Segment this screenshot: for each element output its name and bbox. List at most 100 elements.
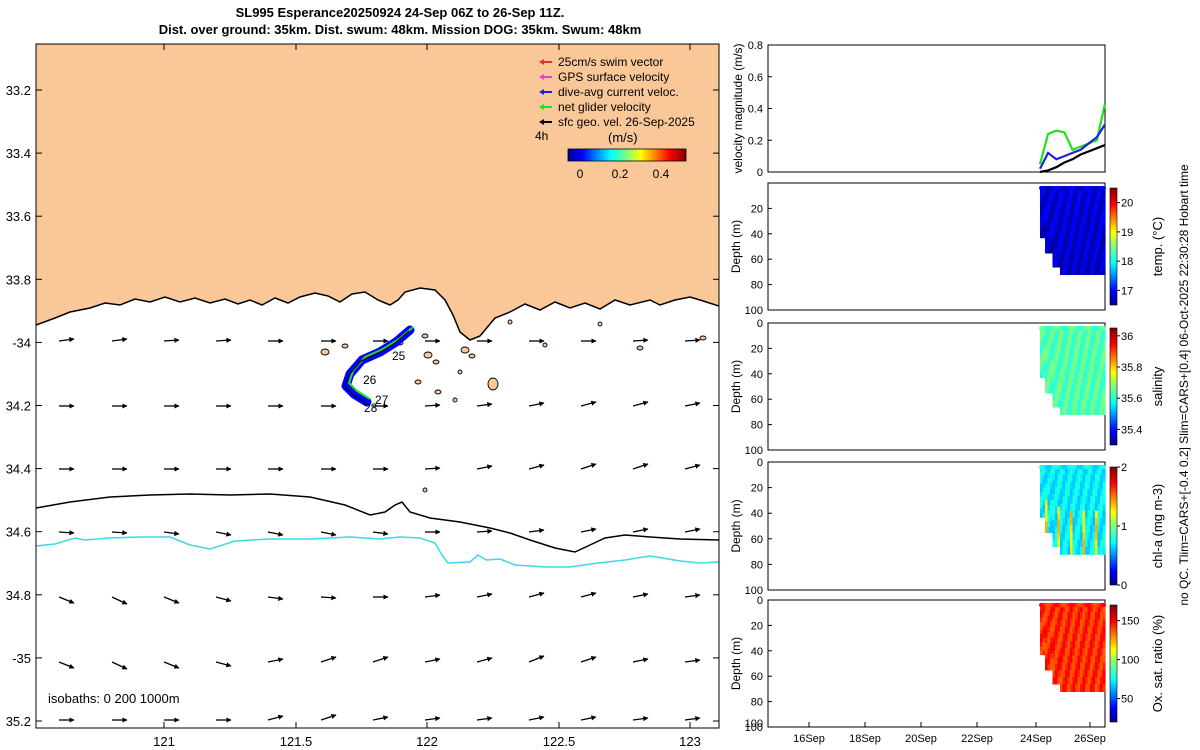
heatmap-cell [1052,194,1056,202]
heatmap-cell [1095,400,1099,408]
heatmap-cell [1045,333,1049,340]
heatmap-cell [1085,677,1089,685]
heatmap-cell [1055,637,1059,646]
heatmap-cell [1062,474,1066,483]
heatmap-cell [1067,488,1071,497]
island [452,397,458,403]
heatmap-cell [1082,474,1086,483]
heatmap-cell [1065,349,1069,358]
heatmap-cell [1097,633,1101,642]
heatmap-cell [1070,392,1074,401]
velocity-arrow [267,531,284,537]
heatmap-cell [1090,517,1094,526]
heatmap-cell [1050,488,1054,495]
heatmap-cell [1085,655,1089,664]
heatmap-cell [1045,349,1049,356]
heatmap-cell [1087,188,1091,196]
heatmap-cell [1072,605,1076,613]
heatmap-cell [1047,467,1051,474]
heatmap-cell [1082,633,1086,642]
heatmap-cell [1042,340,1046,346]
heatmap-cell [1042,504,1046,510]
heatmap-cell [1045,472,1049,479]
heatmap-cell [1062,496,1066,504]
heatmap-cell [1082,260,1086,268]
heatmap-cell [1042,357,1046,362]
heatmap-cell [1082,195,1086,204]
heatmap-cell [1080,532,1084,541]
heatmap-cell [1095,407,1099,415]
heatmap-cell [1070,364,1074,372]
heatmap-cell [1097,356,1101,365]
heatmap-cell [1072,467,1076,475]
heatmap-cell [1045,225,1049,232]
y-tick-label: 33.6 [6,209,31,224]
title-line-1: SL995 Esperance20250924 24-Sep 06Z to 26… [235,5,565,20]
heatmap-cell [1075,188,1079,196]
heatmap-cell [1075,517,1079,526]
heatmap-cell [1097,238,1101,247]
velocity-arrow [684,527,701,533]
heatmap-cell [1070,349,1074,358]
heatmap-cell [1052,526,1056,534]
heatmap-cell [1097,364,1101,372]
heatmap-cell [1090,684,1094,692]
heatmap-cell [1075,546,1079,555]
heatmap-cell [1070,231,1074,240]
velocity-arrow [372,530,389,536]
heatmap-cell [1055,526,1059,534]
island [423,351,433,359]
heatmap-cell [1050,621,1054,628]
heatmap-cell [1060,525,1064,533]
y-tick-label: 33.4 [6,146,31,161]
heatmap-cell [1055,260,1059,268]
heatmap-cell [1080,605,1084,613]
velocity-arrow [111,596,128,605]
heatmap-cell [1050,610,1054,617]
y-tick-label: 80 [751,697,763,709]
heatmap-cell [1040,369,1044,375]
heatmap-cell [1080,385,1084,394]
heatmap-cell [1077,202,1081,211]
heatmap-cell [1102,238,1106,247]
velocity-arrow [632,527,649,533]
heatmap-cell [1065,474,1069,483]
heatmap-cell [1055,467,1059,475]
heatmap-cell [1090,532,1094,541]
heatmap-cell [1042,365,1046,370]
heatmap-cell [1097,202,1101,211]
heatmap-cell [1040,634,1044,639]
heatmap-cell [1095,209,1099,218]
heatmap-cell [1100,188,1104,196]
heatmap-cell [1062,224,1066,232]
heatmap-cell [1100,619,1104,628]
heatmap-cell [1087,655,1091,664]
heatmap-cell [1042,605,1046,610]
heatmap-cell [1047,242,1051,249]
heatmap-cell [1050,615,1054,622]
heatmap-cell [1072,224,1076,232]
heatmap-cell [1052,374,1056,382]
heatmap-cell [1070,496,1074,504]
heatmap-cell [1100,238,1104,247]
heatmap-cell [1077,238,1081,247]
heatmap-cell [1042,208,1046,214]
y-tick-label: -35 [12,651,31,666]
heatmap-cell [1065,532,1069,541]
heatmap-cell [1050,333,1054,340]
heatmap-cell [1082,400,1086,408]
heatmap-cell [1072,496,1076,504]
heatmap-cell [1075,231,1079,240]
heatmap-cell [1057,360,1061,369]
heatmap-cell [1070,626,1074,635]
heatmap-cell [1080,481,1084,490]
heatmap-cell [1087,209,1091,218]
heatmap-cell [1100,407,1104,415]
heatmap-cell [1060,532,1064,541]
cbar-tick-label: 50 [1121,694,1133,706]
heatmap-cell [1047,478,1051,484]
heatmap-cell [1075,669,1079,678]
heatmap-cell [1057,677,1061,685]
heatmap-cell [1087,407,1091,415]
heatmap-cell [1047,382,1051,389]
